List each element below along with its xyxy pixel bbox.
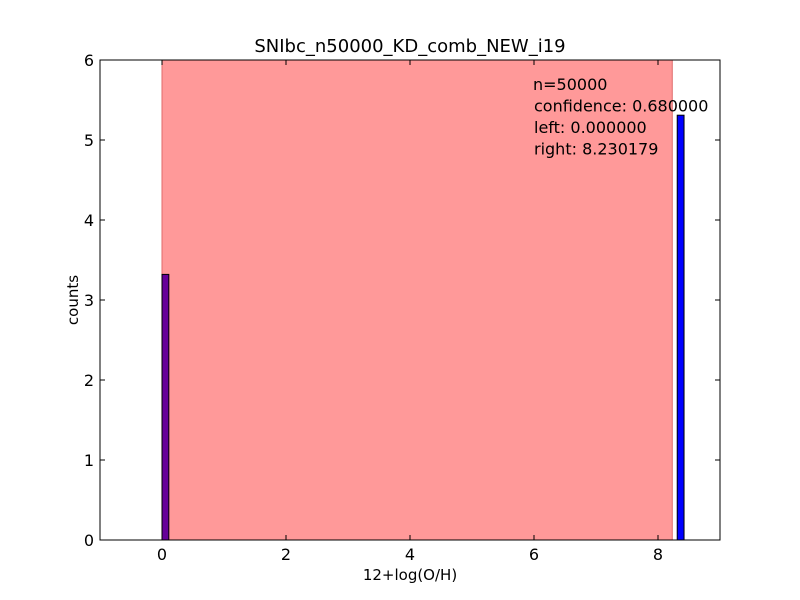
- confidence-region: [162, 60, 673, 540]
- y-tick-label: 0: [84, 531, 94, 550]
- x-tick-label: 8: [653, 545, 663, 564]
- x-axis-label: 12+log(O/H): [363, 566, 457, 584]
- x-tick-label: 4: [405, 545, 415, 564]
- annotation-line: confidence: 0.680000: [534, 97, 708, 116]
- y-axis-label: counts: [64, 275, 82, 325]
- histogram-bar: [676, 114, 685, 541]
- y-tick-label: 3: [84, 291, 94, 310]
- y-tick-label: 1: [84, 451, 94, 470]
- y-tick-label: 2: [84, 371, 94, 390]
- y-tick-label: 6: [84, 51, 94, 70]
- histogram-bar: [161, 273, 170, 541]
- annotation-line: n=50000: [533, 75, 607, 94]
- chart-title: SNIbc_n50000_KD_comb_NEW_i19: [254, 36, 565, 57]
- x-tick-label: 0: [157, 545, 167, 564]
- tick-layer: 0 2 4 6 8 0 1 2 3 4 5 6: [84, 51, 720, 564]
- confidence-region-layer: [161, 60, 673, 540]
- x-tick-label: 6: [529, 545, 539, 564]
- annotation-line: left: 0.000000: [534, 118, 647, 137]
- annotation-box: n=50000 confidence: 0.680000 left: 0.000…: [533, 75, 708, 159]
- y-tick-label: 5: [84, 131, 94, 150]
- annotation-line: right: 8.230179: [534, 140, 658, 159]
- y-tick-label: 4: [84, 211, 94, 230]
- x-tick-label: 2: [281, 545, 291, 564]
